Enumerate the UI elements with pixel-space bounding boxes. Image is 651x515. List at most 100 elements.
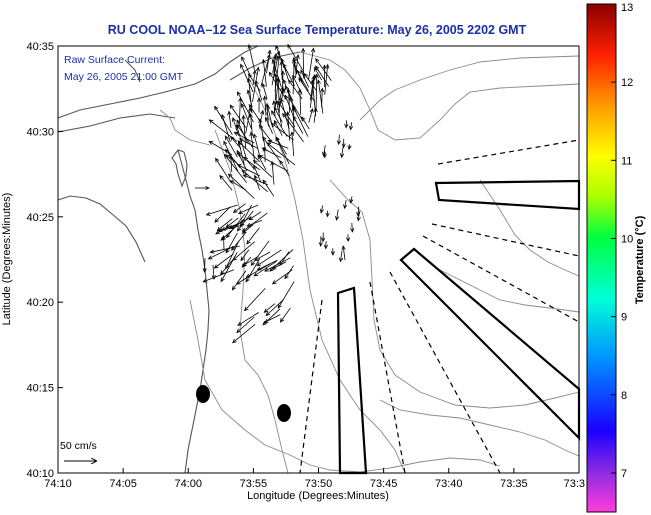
current-vector-head [245,273,251,278]
colorbar-ticks: 13 12 11 10 9 8 7 [611,2,633,480]
current-vector [282,63,295,87]
current-vector-head [248,113,253,118]
current-vector [264,303,276,313]
current-vector-head [225,264,230,270]
current-vector [225,217,239,228]
current-vector [259,125,273,143]
current-vector [266,50,271,74]
current-vector-head [310,47,316,53]
current-vector-head [227,173,233,178]
current-vector-head [313,107,318,113]
contour-shelf [189,299,501,473]
x-axis-ticks: 74:10 74:05 74:00 73:55 73:50 73:45 73:40 73:35… [44,468,585,490]
current-vector [336,209,339,220]
current-vector-head [252,133,258,139]
current-vector-head [293,63,298,69]
current-vector-head [263,308,269,313]
x-tick-label: 74:10 [44,478,72,490]
current-vector [215,158,232,183]
current-vector-head [256,261,262,267]
current-vector [293,107,295,135]
current-vector-head [209,249,215,254]
colorbar-label: Temperature (°C) [634,215,646,304]
current-vector [351,222,353,232]
current-vector [268,72,287,100]
current-vector-head [265,311,271,317]
current-vector [315,74,318,109]
current-vector-head [316,79,321,85]
current-vector-head [273,119,278,125]
current-vector-head [223,140,228,146]
current-vector-head [279,317,285,323]
current-vector [280,98,290,130]
current-vector [253,165,262,183]
current-vector [272,269,293,285]
current-vector [292,116,304,134]
x-tick-label: 73:40 [435,478,463,490]
current-vector-head [217,228,223,233]
colorbar-tick-label: 10 [621,233,633,245]
current-vector-head [214,105,219,111]
current-vector-head [276,77,281,83]
contour-se [379,399,580,457]
current-vector-head [207,255,213,260]
current-vector-head [272,100,277,105]
current-vector-head [258,118,263,124]
colorbar-tick-label: 9 [621,312,627,324]
plot-background [58,46,579,473]
current-vector [231,232,247,251]
current-vector [228,173,255,199]
current-vector [236,274,253,285]
current-vector-head [243,306,249,312]
current-vector-head [262,136,267,141]
current-vector-head [255,66,260,72]
x-tick-label: 74:05 [109,478,137,490]
x-tick-label: 73:35 [500,478,528,490]
current-vector [240,249,250,261]
current-vector [259,119,266,148]
bathymetry-contours [159,51,580,474]
current-vector-head [271,110,276,115]
current-vector-head [323,244,328,250]
x-tick-label: 73:45 [370,478,398,490]
current-vector-head [261,147,267,152]
current-vector-head [215,157,220,163]
current-vector-head [250,261,255,267]
current-vector [250,113,253,136]
current-vector-head [265,102,270,108]
current-vector-head [229,104,234,110]
current-vector-head [262,320,268,326]
current-vector [232,323,256,344]
current-vector [283,79,297,113]
current-vector [241,103,252,129]
y-axis-label: Latitude (Degrees:Minutes) [1,193,13,326]
colorbar: 13 12 11 10 9 8 7 Temperature (°C) [586,2,646,513]
current-vector-head [220,226,226,231]
current-vector-head [246,77,252,83]
current-vector [262,59,267,87]
current-vector-head [221,113,226,119]
current-vector-head [243,156,249,162]
current-vector-head [247,107,252,113]
current-vector [262,83,268,100]
current-vector-head [230,135,235,141]
current-vector [262,147,281,158]
current-vector-head [314,73,319,79]
colorbar-tick-label: 11 [621,155,632,167]
current-vector [298,77,316,103]
y-tick-label: 40:30 [26,126,54,138]
current-vector [287,44,304,71]
current-vector-head [288,96,293,102]
current-vector-head [224,135,229,141]
current-vector-head [292,74,297,80]
current-vector [236,316,255,333]
current-vector [271,123,294,141]
current-vector [246,227,260,245]
current-vector-head [315,58,320,63]
current-vector-head [335,215,340,221]
current-vector [299,89,302,115]
current-vector-head [263,318,269,323]
current-vector [217,218,233,231]
colorbar-tick-label: 7 [621,468,627,480]
y-axis-ticks: 40:35 40:30 40:25 40:20 40:15 40:10 [26,41,63,480]
